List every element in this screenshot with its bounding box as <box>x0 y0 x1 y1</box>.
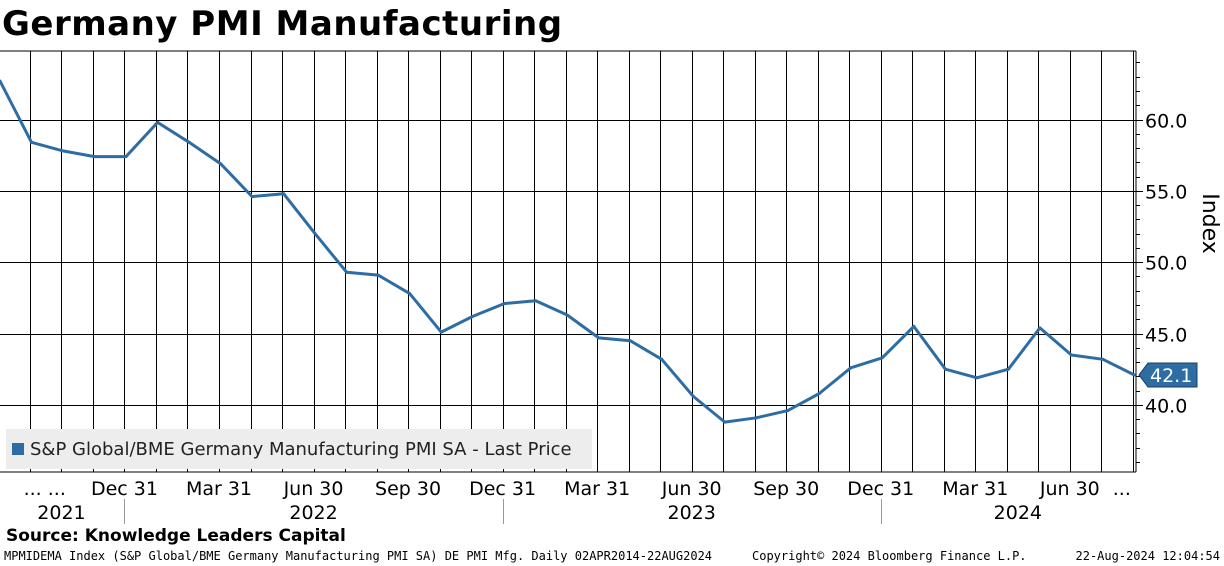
data-point <box>723 420 727 424</box>
year-label: 2022 <box>289 502 337 524</box>
data-point <box>313 232 317 236</box>
data-point <box>849 366 853 370</box>
footer-ticker-info: MPMIDEMA Index (S&P Global/BME Germany M… <box>4 549 713 563</box>
x-tick-label: Jun 30 <box>283 478 344 500</box>
data-point <box>219 162 223 166</box>
x-tick-label: Dec 31 <box>469 478 536 500</box>
year-label: 2023 <box>668 502 716 524</box>
year-label: 2024 <box>994 502 1042 524</box>
data-point <box>1038 326 1042 330</box>
x-tick-label: ... <box>1113 478 1131 500</box>
data-point <box>124 155 128 159</box>
data-point <box>534 299 538 303</box>
chart-title: Germany PMI Manufacturing <box>2 4 563 44</box>
data-point <box>691 394 695 398</box>
data-point <box>880 356 884 360</box>
x-tick-label: Mar 31 <box>186 478 252 500</box>
footer-copyright: Copyright© 2024 Bloomberg Finance L.P. <box>752 549 1027 563</box>
data-point <box>187 140 191 144</box>
data-point <box>61 149 65 153</box>
data-point <box>628 339 632 343</box>
data-point <box>282 192 286 196</box>
data-point <box>502 302 506 306</box>
x-tick-label: Dec 31 <box>847 478 914 500</box>
y-tick-label: 45.0 <box>1145 325 1187 347</box>
series-line-pmi <box>0 80 1136 424</box>
x-tick-label: ... ... <box>24 478 66 500</box>
last-value-label: 42.1 <box>1150 365 1192 387</box>
data-point <box>660 357 664 361</box>
last-value-flag: 42.1 <box>1138 362 1198 388</box>
data-point <box>250 195 254 199</box>
data-point <box>1101 357 1105 361</box>
legend: S&P Global/BME Germany Manufacturing PMI… <box>6 429 592 469</box>
legend-label: S&P Global/BME Germany Manufacturing PMI… <box>30 438 572 460</box>
data-point <box>156 120 160 124</box>
data-point <box>1132 373 1136 377</box>
series-points <box>0 79 1136 424</box>
last-value-badge <box>1138 362 1198 388</box>
horizontal-gridlines <box>0 120 1136 406</box>
data-point <box>93 155 96 159</box>
data-point <box>439 330 443 334</box>
source-note: Source: Knowledge Leaders Capital <box>6 526 346 546</box>
x-tick-label: Sep 30 <box>753 478 819 500</box>
y-tick-label: 50.0 <box>1145 253 1187 275</box>
data-point <box>597 336 601 340</box>
data-point <box>1069 353 1073 357</box>
data-point <box>408 292 412 296</box>
data-point <box>786 409 790 413</box>
data-point <box>345 270 349 274</box>
y-axis-label: Index <box>1197 193 1222 254</box>
x-tick-label: Mar 31 <box>942 478 1008 500</box>
x-tick-label: Mar 31 <box>564 478 630 500</box>
data-point <box>975 376 979 380</box>
data-point <box>1006 367 1010 371</box>
y-tick-label: 55.0 <box>1145 182 1187 204</box>
x-tick-label: Dec 31 <box>91 478 158 500</box>
data-point <box>754 416 758 420</box>
x-axis-year-labels: 2021 2022 2023 2024 <box>37 499 1042 524</box>
data-point <box>0 79 2 83</box>
year-label: 2021 <box>37 502 85 524</box>
vertical-gridlines <box>30 51 1134 472</box>
y-tick-label: 60.0 <box>1145 111 1187 133</box>
data-point <box>30 140 33 144</box>
data-point <box>943 367 947 371</box>
y-axis-ticks: 40.0 45.0 50.0 55.0 60.0 <box>1136 62 1187 463</box>
x-axis-tick-labels: ... ... Dec 31 Mar 31 Jun 30 Sep 30 Dec 31 Mar… <box>24 478 1131 500</box>
data-point <box>471 314 475 318</box>
data-point <box>376 273 380 277</box>
data-point <box>912 324 916 328</box>
y-tick-label: 40.0 <box>1145 396 1187 418</box>
data-point <box>817 392 821 395</box>
x-tick-label: Jun 30 <box>661 478 722 500</box>
footer-timestamp: 22-Aug-2024 12:04:54 <box>1075 549 1221 563</box>
x-tick-label: Sep 30 <box>375 478 441 500</box>
data-point <box>565 313 569 317</box>
x-tick-label: Jun 30 <box>1039 478 1100 500</box>
legend-swatch-icon <box>12 443 24 455</box>
